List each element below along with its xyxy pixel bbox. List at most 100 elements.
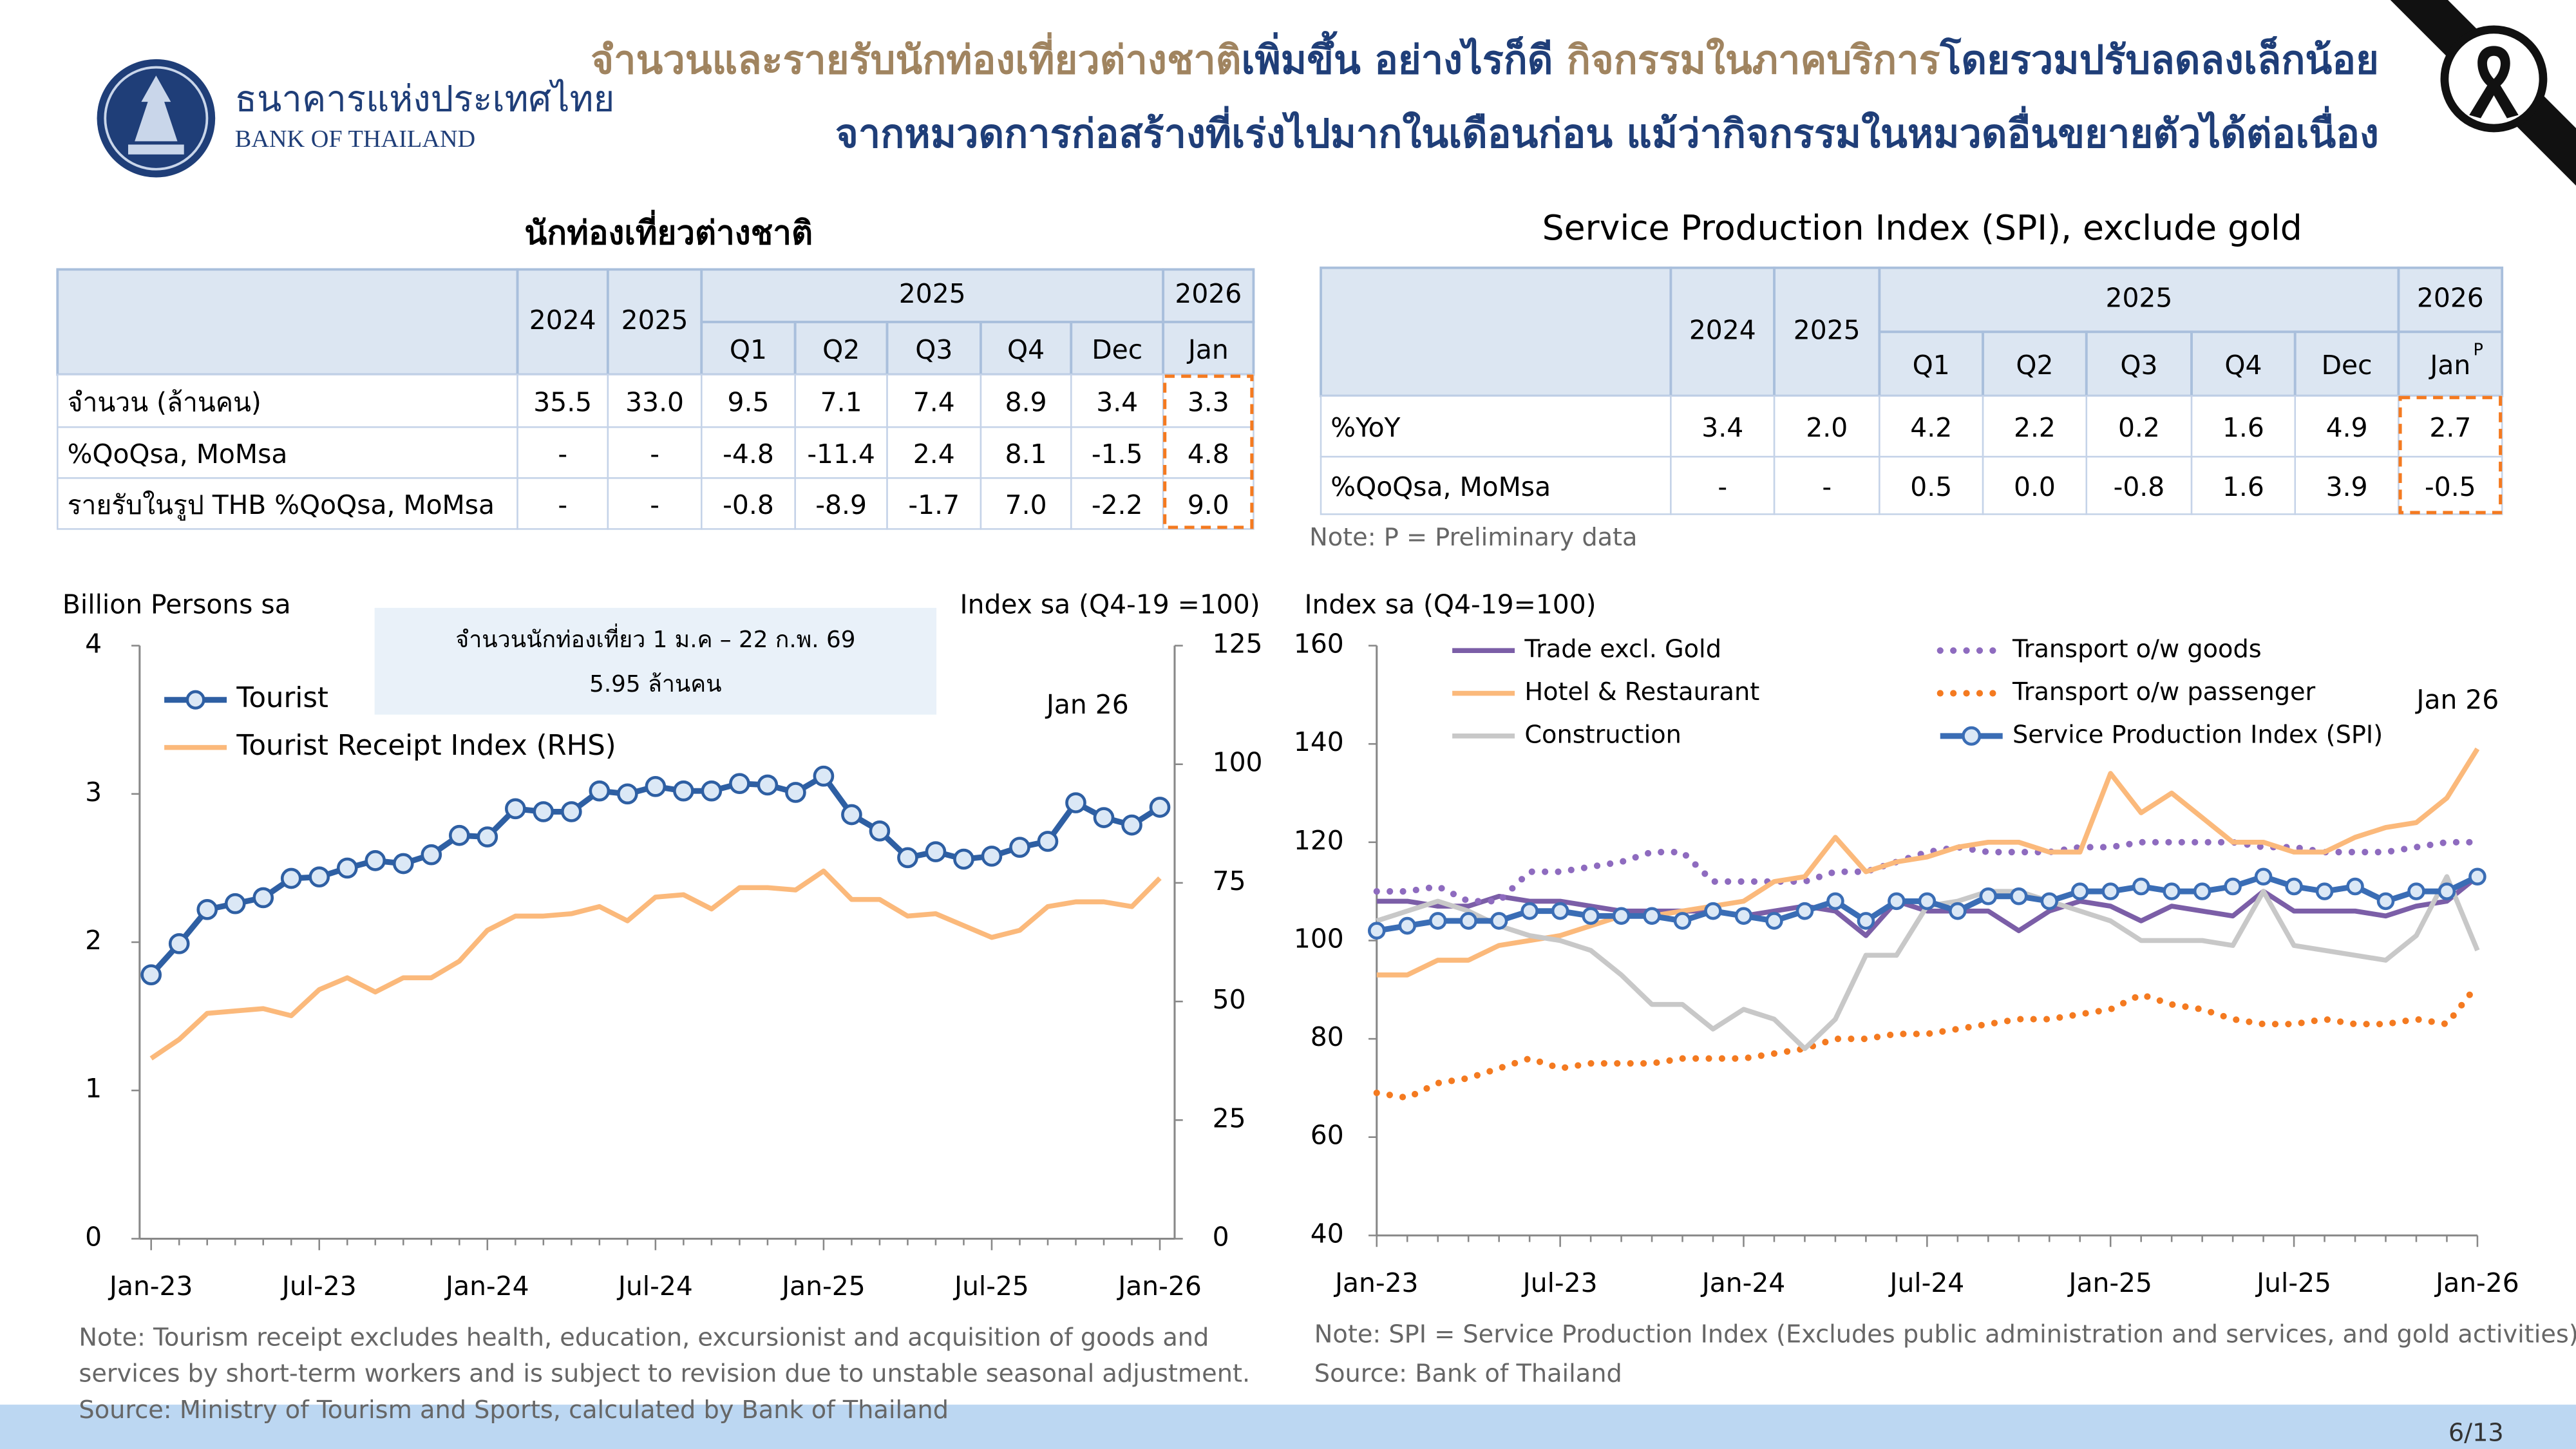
- table-cell: [1320, 395, 1672, 458]
- title-segment: กิจกรรมในภาคบริการ: [1567, 37, 1940, 83]
- series-marker: [2285, 877, 2303, 896]
- y-tick-label: 1: [85, 1073, 102, 1104]
- y2-tick-label: 125: [1213, 629, 1263, 659]
- series-marker: [1857, 912, 1875, 930]
- series-marker: [645, 775, 667, 797]
- table-cell: [1879, 455, 1984, 515]
- table-cell-value: 2.7: [2429, 412, 2471, 443]
- series-marker: [1551, 902, 1569, 920]
- series-line: [1373, 981, 2481, 1101]
- series-marker: [2163, 882, 2181, 900]
- table-cell-value: -4.8: [723, 439, 774, 469]
- table-cell-value: 7.0: [1005, 489, 1047, 520]
- table-cell-value: 8.9: [1005, 387, 1047, 418]
- table-cell: [516, 477, 609, 530]
- y-tick-label: 80: [1311, 1021, 1344, 1052]
- table-header-cell: [1773, 266, 1881, 397]
- table-header-cell: [1878, 266, 2400, 334]
- table-cell-value: 9.5: [728, 387, 770, 418]
- series-marker: [561, 801, 582, 822]
- table-cell: [1670, 395, 1776, 458]
- table-cell: [1879, 395, 1984, 458]
- series-marker: [252, 887, 274, 909]
- series-marker: [1121, 814, 1142, 836]
- x-tick-label: Jan-26: [1116, 1271, 1202, 1302]
- series-marker: [757, 774, 779, 796]
- table-cell-value: 3.9: [2326, 471, 2368, 502]
- series-marker: [533, 801, 554, 822]
- info-box-text: 5.95 ล้านคน: [589, 671, 721, 697]
- table-cell-value: -0.8: [723, 489, 774, 520]
- info-box-text: จำนวนนักท่องเที่ยว 1 ม.ค – 22 ก.พ. 69: [455, 623, 855, 653]
- series-marker: [1459, 912, 1477, 930]
- table-cell: [886, 426, 982, 479]
- series-marker: [1795, 902, 1814, 920]
- y-tick-label: 140: [1294, 726, 1344, 757]
- table-column-header: Q1: [1913, 350, 1950, 381]
- table-header-cell: [1982, 330, 2088, 397]
- x-tick-label: Jul-23: [280, 1271, 357, 1302]
- series-marker: [589, 780, 611, 802]
- table-column-header: Q2: [2016, 350, 2053, 381]
- series-marker: [2438, 882, 2456, 900]
- x-tick-label: Jul-23: [1521, 1267, 1598, 1298]
- y-axis-label: Billion Persons sa: [62, 589, 291, 620]
- table-header-cell: [1669, 266, 1776, 397]
- series-marker: [1643, 907, 1661, 925]
- table-cell-value: 0.5: [1910, 471, 1952, 502]
- series-marker: [2254, 867, 2273, 886]
- series-marker: [1093, 807, 1115, 828]
- series-marker: [2407, 882, 2425, 900]
- x-tick-label: Jan-23: [1333, 1267, 1419, 1298]
- table-cell-value: -1.5: [1092, 439, 1143, 469]
- table-cell-value: -0.5: [2425, 471, 2476, 502]
- table-cell-value: 2.2: [2014, 412, 2056, 443]
- table-group-header: 2026: [1175, 278, 1242, 309]
- series-marker: [1888, 892, 1906, 911]
- series-marker: [869, 820, 891, 842]
- table-cell-value: 7.1: [820, 387, 862, 418]
- y2-tick-label: 50: [1213, 984, 1246, 1015]
- table-cell-value: 1.6: [2222, 412, 2264, 443]
- legend-label: Trade excl. Gold: [1524, 635, 1721, 664]
- series-marker: [981, 846, 1003, 867]
- series-marker: [224, 893, 246, 914]
- legend-label: Tourist: [236, 682, 328, 714]
- series-marker: [673, 780, 694, 802]
- table-column-header: Jan: [2428, 350, 2470, 381]
- y2-tick-label: 75: [1213, 866, 1246, 896]
- series-marker: [1037, 831, 1059, 852]
- table-cell-value: 1.6: [2222, 471, 2264, 502]
- series-marker: [308, 866, 330, 888]
- table-cell: [980, 426, 1072, 479]
- series-marker: [1009, 837, 1030, 858]
- series-marker: [2040, 892, 2059, 911]
- series-marker: [140, 964, 162, 985]
- table-row-label: จำนวน (ล้านคน): [68, 387, 261, 418]
- series-line: [1373, 838, 2481, 905]
- table-column-header: 2025: [1794, 314, 1861, 345]
- series-marker: [336, 857, 358, 879]
- series-marker: [504, 798, 526, 820]
- table-row-label: %QoQsa, MoMsa: [68, 439, 288, 469]
- series-line: [1376, 875, 2479, 938]
- series-marker: [1398, 916, 1417, 935]
- y-tick-label: 3: [85, 777, 102, 808]
- series-marker: [1979, 887, 1998, 905]
- x-tick-label: Jan-25: [780, 1271, 866, 1302]
- table-cell: [794, 374, 888, 428]
- table-cell-value: 33.0: [625, 387, 684, 418]
- table-column-header: Q4: [2224, 350, 2262, 381]
- x-tick-label: Jan-24: [1700, 1267, 1786, 1298]
- logo-thai: ธนาคารแห่งประเทศไทย: [235, 79, 615, 120]
- table-cell-value: -1.7: [908, 489, 960, 520]
- table-cell-value: 0.0: [2014, 471, 2056, 502]
- table-cell-value: 4.8: [1188, 439, 1229, 469]
- series-marker: [897, 847, 918, 869]
- series-marker: [365, 850, 386, 871]
- series-marker: [1149, 797, 1171, 818]
- highlight-box: [1163, 374, 1254, 529]
- series-marker: [392, 853, 414, 875]
- series-marker: [1734, 907, 1753, 925]
